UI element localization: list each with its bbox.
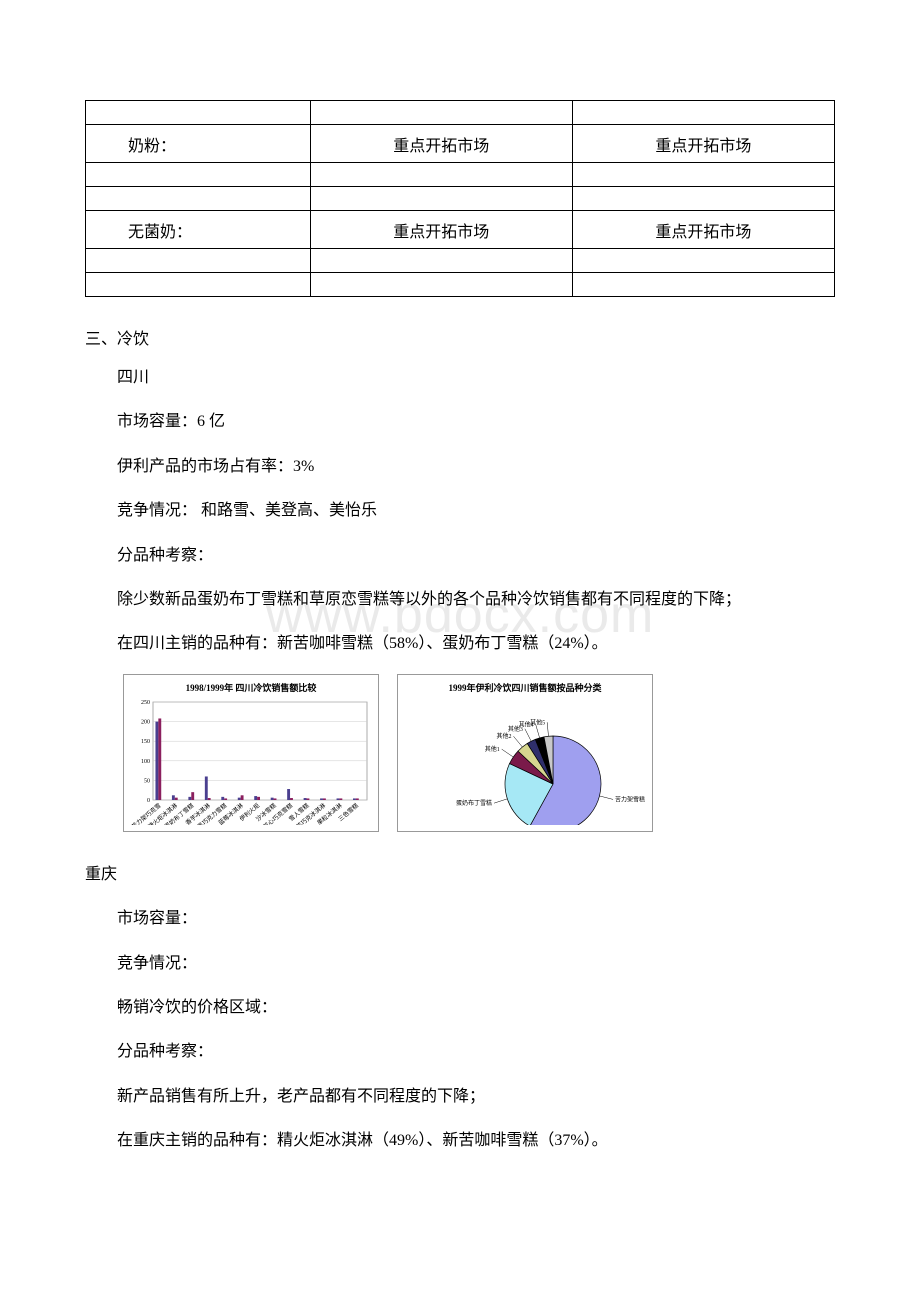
cell: 重点开拓市场 — [310, 211, 572, 249]
svg-text:150: 150 — [141, 739, 150, 745]
sichuan-main: 在四川主销的品种有：新苦咖啡雪糕（58%）、蛋奶布丁雪糕（24%）。 — [85, 629, 835, 659]
sichuan-competition: 竞争情况： 和路雪、美登高、美怡乐 — [85, 496, 835, 526]
cell — [572, 273, 834, 297]
svg-text:苦力架雪糕: 苦力架雪糕 — [615, 795, 645, 803]
charts-row: 1998/1999年 四川冷饮销售额比较 050100150200250苦力架巧… — [123, 674, 835, 832]
svg-text:蛋奶布丁雪糕: 蛋奶布丁雪糕 — [456, 799, 492, 807]
cell — [86, 249, 311, 273]
market-table: 奶粉：重点开拓市场重点开拓市场 无菌奶：重点开拓市场重点开拓市场 — [85, 100, 835, 297]
cell — [310, 249, 572, 273]
document-content: 奶粉：重点开拓市场重点开拓市场 无菌奶：重点开拓市场重点开拓市场 三、冷饮 四川… — [85, 100, 835, 1156]
svg-text:其他5: 其他5 — [530, 718, 545, 726]
svg-text:50: 50 — [144, 778, 150, 784]
cell — [572, 249, 834, 273]
pie-chart-svg: 苦力架雪糕蛋奶布丁雪糕其他1其他2其他3其他4其他5 — [403, 698, 647, 825]
cell: 无菌奶： — [86, 211, 311, 249]
cell — [310, 163, 572, 187]
cell: 奶粉： — [86, 125, 311, 163]
svg-text:其他1: 其他1 — [485, 745, 500, 753]
cell — [310, 273, 572, 297]
bar-chart-svg: 050100150200250苦力架巧克雪糖火炬冰淇淋蛋奶布丁雪糕香芋冰淇淋黑巧… — [129, 698, 373, 825]
chongqing-capacity: 市场容量： — [85, 904, 835, 934]
svg-text:200: 200 — [141, 719, 150, 725]
chongqing-title: 重庆 — [85, 860, 835, 890]
section-heading: 三、冷饮 — [85, 325, 835, 349]
svg-text:100: 100 — [141, 759, 150, 765]
cell: 重点开拓市场 — [310, 125, 572, 163]
cell: 重点开拓市场 — [572, 125, 834, 163]
cell — [572, 163, 834, 187]
cell — [310, 187, 572, 211]
svg-text:0: 0 — [147, 798, 150, 804]
sichuan-share: 伊利产品的市场占有率：3% — [85, 452, 835, 482]
pie-chart-title: 1999年伊利冷饮四川销售额按品种分类 — [448, 681, 601, 694]
chongqing-competition: 竞争情况： — [85, 949, 835, 979]
cell — [572, 187, 834, 211]
sichuan-capacity: 市场容量：6 亿 — [85, 407, 835, 437]
cell — [310, 101, 572, 125]
cell: 重点开拓市场 — [572, 211, 834, 249]
svg-text:250: 250 — [141, 700, 150, 706]
bar-chart-title: 1998/1999年 四川冷饮销售额比较 — [186, 681, 317, 694]
pie-chart-box: 1999年伊利冷饮四川销售额按品种分类 苦力架雪糕蛋奶布丁雪糕其他1其他2其他3… — [397, 674, 653, 832]
bar-chart-box: 1998/1999年 四川冷饮销售额比较 050100150200250苦力架巧… — [123, 674, 379, 832]
svg-text:其他2: 其他2 — [496, 732, 511, 740]
sichuan-decline: 除少数新品蛋奶布丁雪糕和草原恋雪糕等以外的各个品种冷饮销售都有不同程度的下降； — [85, 585, 835, 615]
cell — [572, 101, 834, 125]
cell — [86, 163, 311, 187]
sichuan-title: 四川 — [85, 363, 835, 393]
cell — [86, 187, 311, 211]
cell — [86, 273, 311, 297]
chongqing-main: 在重庆主销的品种有：精火炬冰淇淋（49%）、新苦咖啡雪糕（37%）。 — [85, 1126, 835, 1156]
chongqing-variety-label: 分品种考察： — [85, 1037, 835, 1067]
cell — [86, 101, 311, 125]
sichuan-variety-label: 分品种考察： — [85, 541, 835, 571]
chongqing-price-range: 畅销冷饮的价格区域： — [85, 993, 835, 1023]
chongqing-trend: 新产品销售有所上升，老产品都有不同程度的下降； — [85, 1082, 835, 1112]
